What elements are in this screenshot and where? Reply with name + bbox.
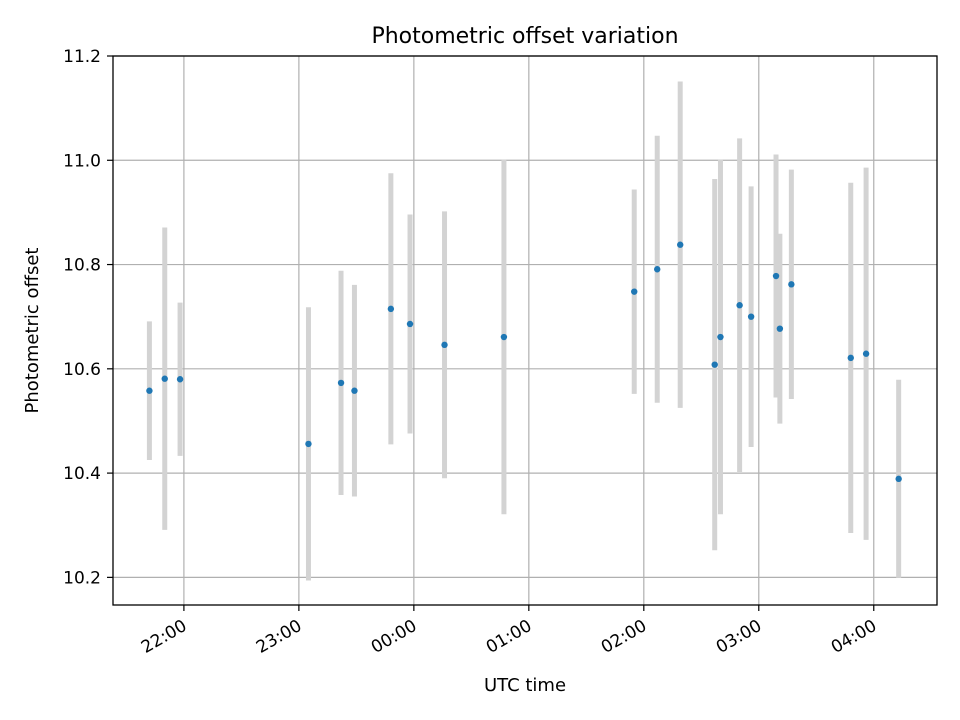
data-point <box>895 475 902 483</box>
y-tick-label: 11.2 <box>63 47 101 67</box>
data-point <box>788 281 795 288</box>
chart-title: Photometric offset variation <box>371 24 678 49</box>
data-point <box>441 341 448 349</box>
y-tick-label: 10.8 <box>63 256 101 276</box>
y-tick-label: 10.4 <box>63 464 101 484</box>
data-point <box>387 305 395 313</box>
data-point <box>161 375 168 382</box>
data-point <box>351 387 358 394</box>
plot-area-frame <box>112 55 938 606</box>
data-point <box>146 387 153 394</box>
data-point <box>717 333 724 341</box>
data-point <box>176 376 184 383</box>
data-point <box>406 320 414 328</box>
y-tick-label: 10.6 <box>63 360 101 380</box>
data-point <box>776 325 784 332</box>
x-axis-label: UTC time <box>484 675 566 696</box>
data-point <box>654 266 661 273</box>
data-point <box>772 272 780 280</box>
data-point <box>677 241 684 248</box>
data-points <box>146 241 902 483</box>
data-point <box>847 354 854 362</box>
y-axis-label: Photometric offset <box>22 248 43 414</box>
data-point <box>711 361 718 368</box>
data-point <box>337 379 345 387</box>
data-point <box>736 302 743 309</box>
data-point <box>747 313 755 320</box>
y-tick-label: 11.0 <box>63 151 101 171</box>
data-point <box>500 333 508 341</box>
y-tick-label: 10.2 <box>63 568 101 588</box>
data-point <box>305 440 312 448</box>
data-point <box>862 350 870 357</box>
data-point <box>631 288 638 295</box>
